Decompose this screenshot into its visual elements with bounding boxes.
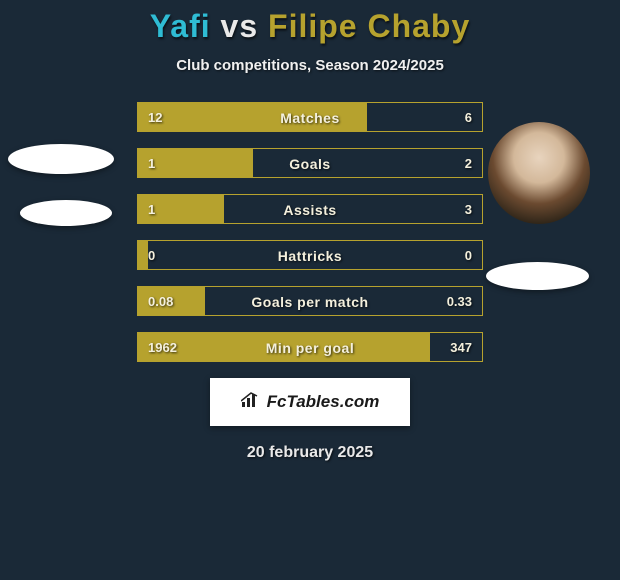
stat-right-value: 6 bbox=[465, 103, 472, 132]
ellipse-decoration bbox=[486, 262, 589, 290]
stat-label: Goals bbox=[138, 149, 482, 178]
stat-row: 1962Min per goal347 bbox=[137, 332, 483, 362]
subtitle: Club competitions, Season 2024/2025 bbox=[0, 57, 620, 74]
brand-badge: FcTables.com bbox=[210, 378, 410, 426]
stat-row: 12Matches6 bbox=[137, 102, 483, 132]
stat-label: Goals per match bbox=[138, 287, 482, 316]
stat-right-value: 3 bbox=[465, 195, 472, 224]
title: Yafi vs Filipe Chaby bbox=[0, 8, 620, 45]
player1-name: Yafi bbox=[150, 8, 211, 44]
stat-right-value: 347 bbox=[450, 333, 472, 362]
player2-avatar-block bbox=[488, 122, 590, 290]
stat-label: Matches bbox=[138, 103, 482, 132]
stat-row: 0.08Goals per match0.33 bbox=[137, 286, 483, 316]
player2-avatar bbox=[488, 122, 590, 224]
date-text: 20 february 2025 bbox=[0, 444, 620, 462]
chart-icon bbox=[241, 392, 261, 413]
stat-row: 1Goals2 bbox=[137, 148, 483, 178]
stat-row: 1Assists3 bbox=[137, 194, 483, 224]
vs-text: vs bbox=[221, 8, 259, 44]
stat-right-value: 0 bbox=[465, 241, 472, 270]
stat-label: Hattricks bbox=[138, 241, 482, 270]
stats-bars: 12Matches6 1Goals2 1Assists3 0Hattricks0 0.0… bbox=[137, 102, 483, 362]
player1-avatar-block bbox=[10, 110, 114, 226]
comparison-card: Yafi vs Filipe Chaby Club competitions, … bbox=[0, 0, 620, 580]
brand-text: FcTables.com bbox=[267, 392, 380, 412]
stat-right-value: 0.33 bbox=[447, 287, 472, 316]
stat-label: Assists bbox=[138, 195, 482, 224]
stat-label: Min per goal bbox=[138, 333, 482, 362]
player2-name: Filipe Chaby bbox=[268, 8, 470, 44]
stat-right-value: 2 bbox=[465, 149, 472, 178]
stat-row: 0Hattricks0 bbox=[137, 240, 483, 270]
